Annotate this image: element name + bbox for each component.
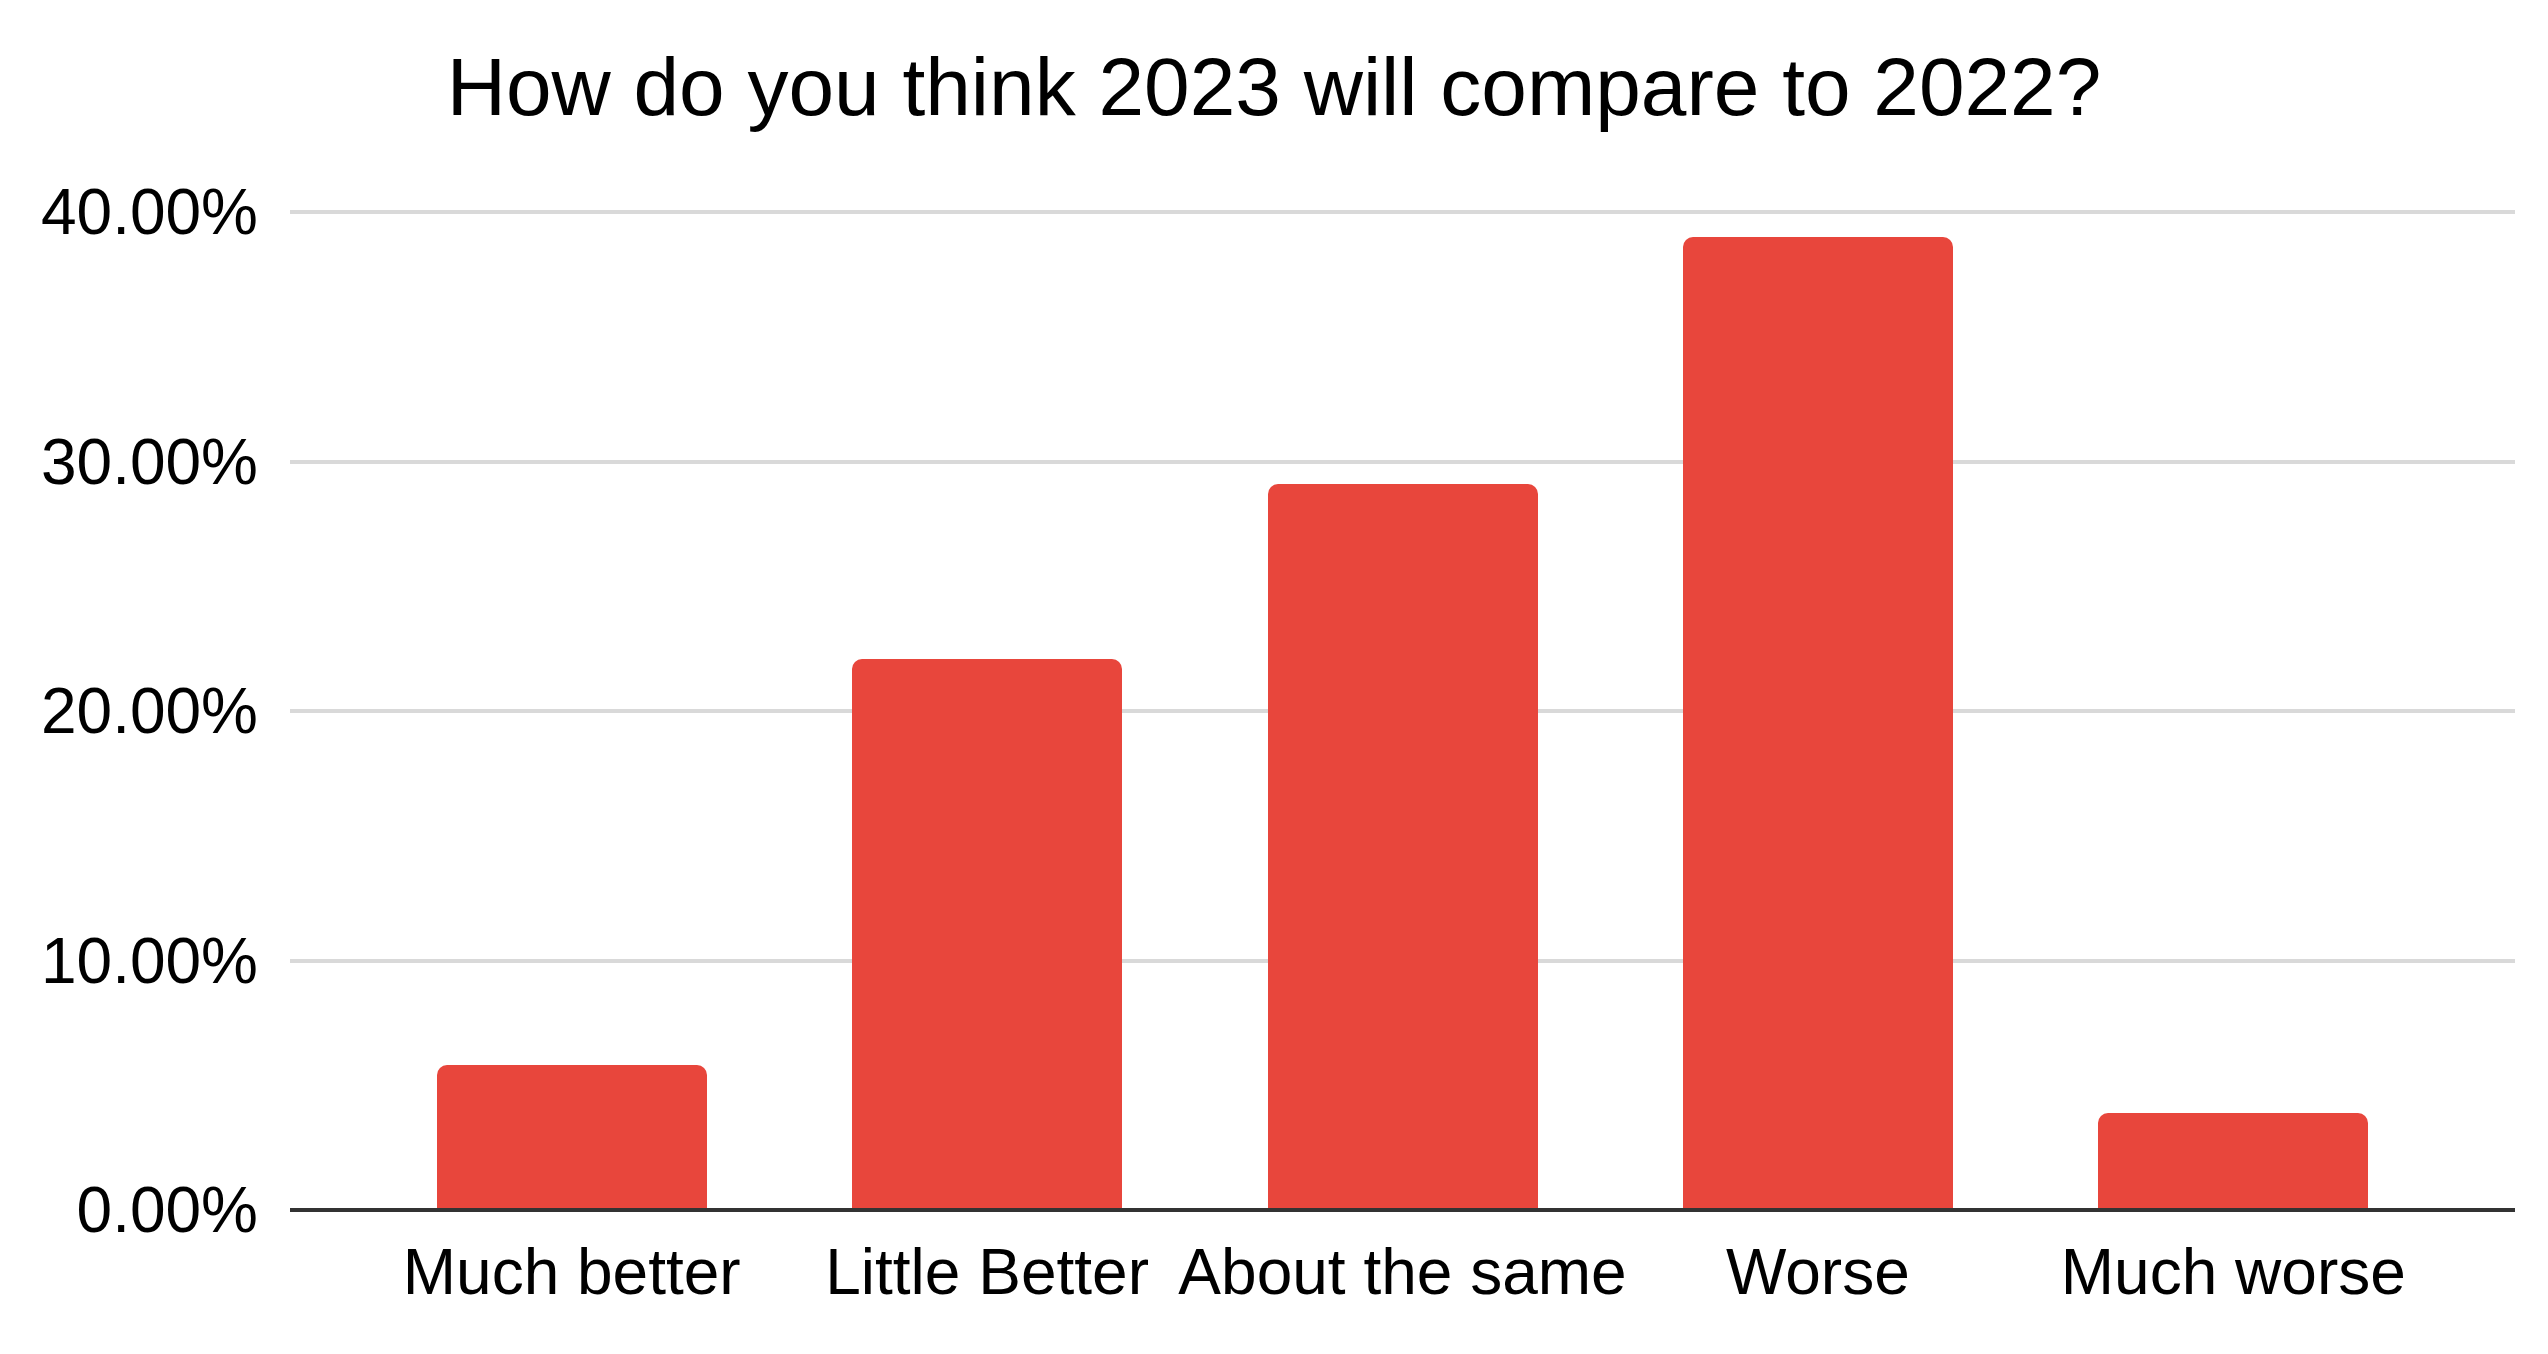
y-tick-label-20: 20.00% [0, 671, 258, 751]
x-axis-baseline [290, 1208, 2515, 1212]
y-tick-label-30: 30.00% [0, 422, 258, 502]
bar-about-the-same [1268, 484, 1538, 1210]
y-tick-label-40: 40.00% [0, 172, 258, 252]
y-tick-label-0: 0.00% [0, 1170, 258, 1250]
bar-chart: How do you think 2023 will compare to 20… [0, 0, 2548, 1354]
x-tick-label-much-worse: Much worse [1933, 1234, 2533, 1310]
gridline-40 [290, 210, 2515, 214]
bar-little-better [852, 659, 1122, 1210]
chart-title: How do you think 2023 will compare to 20… [0, 44, 2548, 130]
bar-much-worse [2098, 1113, 2368, 1210]
bar-worse [1683, 237, 1953, 1210]
bar-much-better [437, 1065, 707, 1210]
plot-area [290, 212, 2515, 1210]
gridline-30 [290, 460, 2515, 464]
y-tick-label-10: 10.00% [0, 921, 258, 1001]
